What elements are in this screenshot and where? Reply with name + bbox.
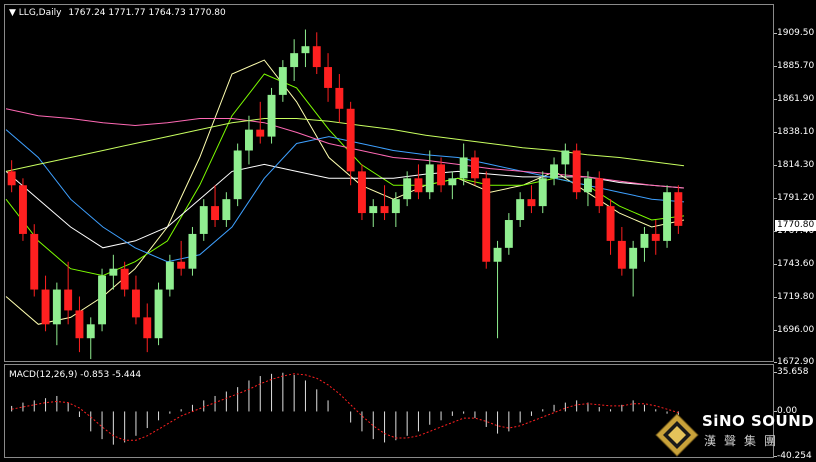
candle-body: [504, 220, 513, 248]
macd-header: MACD(12,26,9) -0.853 -5.444: [9, 370, 142, 380]
candle-body: [211, 206, 220, 221]
price-axis: 1909.50 1885.70 1861.90 1838.10 1814.30 1791.…: [773, 4, 816, 367]
candle-body: [143, 317, 152, 339]
moving-average-line-4: [5, 108, 685, 189]
logo-name: SiNO SOUND: [702, 412, 815, 430]
logo-subtitle: 漢聲集團: [704, 434, 785, 448]
candle-body: [324, 67, 333, 88]
candle-body: [30, 233, 39, 290]
candle-body: [109, 268, 118, 276]
macd-panel[interactable]: [4, 364, 774, 458]
price-tick-label: 1861.90: [773, 94, 815, 105]
price-tick-label: 1814.30: [773, 160, 815, 171]
price-tick-label: 1719.80: [773, 291, 815, 302]
macd-axis: 35.658 0.00 -40.254: [773, 364, 816, 461]
candle-body: [98, 275, 107, 325]
candle-body: [651, 233, 660, 241]
candle-body: [75, 310, 84, 339]
candle-body: [550, 164, 559, 179]
candle-body: [131, 289, 140, 318]
candle-body: [617, 240, 626, 269]
candle-body: [527, 199, 536, 207]
candle-body: [391, 199, 400, 214]
logo-icon: [655, 413, 699, 457]
candle-body: [188, 233, 197, 269]
candle-body: [335, 87, 344, 109]
moving-average-line-1: [5, 73, 685, 277]
candle-body: [640, 233, 649, 248]
symbol-label: LLG,Daily: [18, 8, 62, 18]
candle-body: [663, 192, 672, 241]
macd-signal-line: [11, 373, 679, 441]
price-tick-label: 1838.10: [773, 127, 815, 138]
candle-body: [41, 289, 50, 325]
moving-average-line-3: [5, 129, 685, 263]
candle-body: [674, 192, 683, 226]
candle-body: [18, 185, 27, 234]
candle-body: [470, 157, 479, 179]
moving-average-line-5: [5, 118, 685, 172]
candle-body: [290, 53, 299, 68]
candle-body: [380, 206, 389, 214]
candle-body: [154, 289, 163, 339]
candle-body: [7, 171, 16, 186]
candle-body: [64, 289, 73, 311]
macd-tick-label: 35.658: [774, 367, 809, 377]
candle-body: [222, 199, 231, 221]
price-tick-label: 1696.00: [773, 324, 815, 335]
candle-body: [595, 178, 604, 207]
candle-body: [256, 129, 265, 137]
price-tick-label: 1791.20: [773, 192, 815, 203]
candle-body: [165, 261, 174, 290]
candle-body: [267, 94, 276, 137]
candle-body: [583, 178, 592, 193]
candle-body: [233, 150, 242, 200]
candle-body: [199, 206, 208, 234]
candle-body: [629, 247, 638, 269]
candle-body: [357, 171, 366, 214]
candle-body: [414, 178, 423, 193]
sino-sound-logo: SiNO SOUND 漢聲集團: [652, 410, 816, 462]
candle-body: [369, 206, 378, 214]
moving-average-line-0: [5, 59, 685, 325]
chart-header: ▼ LLG,Daily 1767.24 1771.77 1764.73 1770…: [9, 8, 226, 18]
candle-body: [561, 150, 570, 165]
candle-body: [572, 150, 581, 193]
price-tick-label: 1743.60: [773, 258, 815, 269]
price-tick-label: 1885.70: [773, 61, 815, 72]
moving-average-line-2: [5, 163, 685, 249]
candle-body: [177, 261, 186, 269]
candle-body: [516, 199, 525, 221]
candle-body: [437, 164, 446, 186]
candle-body: [278, 67, 287, 95]
macd-tick-label: -40.254: [774, 451, 812, 461]
candle-body: [244, 129, 253, 151]
candle-body: [538, 178, 547, 207]
candle-body: [425, 164, 434, 193]
candle-body: [493, 247, 502, 262]
candle-body: [52, 289, 61, 325]
candle-body: [346, 108, 355, 172]
price-tick-label: 1672.90: [773, 357, 815, 367]
candle-body: [120, 268, 129, 290]
candle-body: [86, 324, 95, 339]
price-chart-panel[interactable]: [4, 4, 774, 362]
candle-body: [482, 178, 491, 262]
ohlc-readout: 1767.24 1771.77 1764.73 1770.80: [68, 8, 226, 18]
price-tick-label: 1909.50: [773, 28, 815, 38]
candle-body: [459, 157, 468, 179]
candle-body: [606, 206, 615, 241]
macd-tick-label: 0.00: [773, 406, 798, 417]
candle-body: [448, 178, 457, 186]
candle-body: [403, 178, 412, 200]
current-price-label: 1770.80: [775, 219, 816, 231]
candle-body: [301, 46, 310, 54]
dropdown-triangle-icon[interactable]: ▼: [9, 8, 16, 18]
candle-body: [312, 46, 321, 68]
